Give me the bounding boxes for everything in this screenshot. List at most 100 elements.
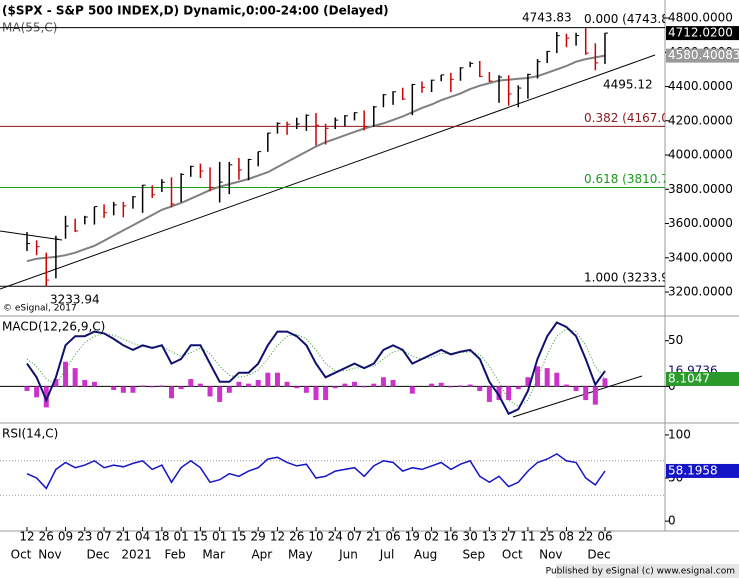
histogram-bar bbox=[43, 386, 49, 408]
y-tick-label: 3400.0000 bbox=[668, 250, 733, 264]
x-tick-label: 26 bbox=[289, 530, 304, 544]
x-tick-label: 13 bbox=[482, 530, 497, 544]
histogram-bar bbox=[390, 380, 396, 387]
y-tick-label: 100 bbox=[668, 427, 691, 441]
histogram-bar bbox=[120, 386, 126, 393]
y-tick-label: 4000.0000 bbox=[668, 148, 733, 162]
x-tick-label: 15 bbox=[193, 530, 208, 544]
x-tick-label: 29 bbox=[251, 530, 266, 544]
trendline bbox=[512, 375, 643, 418]
histogram-bar bbox=[592, 386, 598, 405]
x-tick-label: 25 bbox=[540, 530, 555, 544]
histogram-bar bbox=[217, 386, 223, 402]
histogram-bar bbox=[486, 386, 492, 402]
histogram-bar bbox=[371, 383, 377, 387]
footer: Published by eSignal (c) www.esignal.com bbox=[546, 567, 735, 577]
x-month-label: Dec bbox=[587, 548, 610, 562]
value-tag: 8.1047 bbox=[668, 371, 710, 385]
histogram-bar bbox=[284, 381, 290, 387]
fib-level-label: 0.382 (4167.05) bbox=[584, 111, 681, 125]
fib-level-label: 0.000 (4743.83) bbox=[584, 12, 681, 26]
x-tick-label: 02 bbox=[424, 530, 439, 544]
copyright: © eSignal, 2017 bbox=[3, 304, 77, 314]
x-tick-label: 01 bbox=[212, 530, 227, 544]
x-tick-label: 21 bbox=[116, 530, 131, 544]
y-tick-label: 4400.0000 bbox=[668, 79, 733, 93]
histogram-bar bbox=[506, 386, 512, 401]
macd-title: MACD(12,26,9,C) bbox=[2, 320, 105, 334]
x-tick-label: 01 bbox=[173, 530, 188, 544]
y-tick-label: 4200.0000 bbox=[668, 113, 733, 127]
histogram-bar bbox=[332, 386, 338, 389]
histogram-bar bbox=[448, 386, 454, 388]
histogram-bar bbox=[525, 377, 531, 387]
chart-title: ($SPX - S&P 500 INDEX,D) Dynamic,0:00-24… bbox=[2, 4, 389, 18]
y-tick-label: 4800.0000 bbox=[668, 11, 733, 25]
y-tick-label: 50 bbox=[668, 333, 683, 347]
x-month-label: May bbox=[288, 548, 313, 562]
x-tick-label: 27 bbox=[501, 530, 516, 544]
value-tag: 4712.0200 bbox=[668, 26, 733, 40]
histogram-bar bbox=[111, 386, 117, 391]
x-tick-label: 09 bbox=[58, 530, 73, 544]
histogram-bar bbox=[457, 385, 463, 387]
x-tick-label: 16 bbox=[443, 530, 458, 544]
histogram-bar bbox=[438, 382, 444, 387]
x-tick-label: 12 bbox=[19, 530, 34, 544]
histogram-bar bbox=[342, 383, 348, 387]
value-tag: 58.1958 bbox=[668, 463, 718, 477]
histogram-bar bbox=[72, 368, 78, 387]
value-tag: 4580.40083 bbox=[668, 48, 739, 62]
histogram-bar bbox=[159, 385, 165, 387]
histogram-bar bbox=[477, 386, 483, 391]
value-tag-box bbox=[666, 48, 739, 63]
histogram-bar bbox=[178, 386, 184, 390]
histogram-bar bbox=[82, 380, 88, 387]
x-month-label: Oct bbox=[11, 548, 32, 562]
histogram-bar bbox=[535, 366, 541, 387]
histogram-bar bbox=[207, 386, 213, 397]
trendline bbox=[0, 230, 63, 241]
histogram-bar bbox=[515, 386, 521, 390]
x-tick-label: 12 bbox=[270, 530, 285, 544]
histogram-bar bbox=[602, 378, 608, 387]
x-month-label: Jun bbox=[338, 548, 358, 562]
histogram-bar bbox=[303, 386, 309, 393]
histogram-bar bbox=[197, 383, 203, 387]
x-tick-label: 24 bbox=[328, 530, 343, 544]
histogram-bar bbox=[130, 386, 136, 393]
histogram-bar bbox=[409, 386, 415, 394]
x-month-label: Jul bbox=[379, 548, 394, 562]
histogram-bar bbox=[24, 386, 30, 391]
x-tick-label: 22 bbox=[578, 530, 593, 544]
histogram-bar bbox=[53, 379, 59, 387]
price-annotation: 4743.83 bbox=[522, 11, 572, 25]
histogram-bar bbox=[63, 361, 69, 387]
histogram-bar bbox=[265, 372, 271, 387]
x-tick-label: 23 bbox=[77, 530, 92, 544]
x-month-label: Nov bbox=[539, 548, 562, 562]
x-month-label: 2021 bbox=[121, 548, 152, 562]
histogram-bar bbox=[168, 386, 174, 399]
histogram-bar bbox=[34, 386, 40, 398]
histogram-bar bbox=[91, 381, 97, 387]
x-month-label: Sep bbox=[462, 548, 485, 562]
x-month-label: Dec bbox=[86, 548, 109, 562]
histogram-bar bbox=[255, 380, 261, 387]
x-tick-label: 07 bbox=[96, 530, 111, 544]
histogram-bar bbox=[236, 381, 242, 387]
footer-box bbox=[556, 564, 739, 578]
histogram-bar bbox=[294, 386, 300, 389]
x-tick-label: 26 bbox=[39, 530, 54, 544]
x-month-label: Apr bbox=[251, 548, 272, 562]
histogram-bar bbox=[496, 386, 502, 401]
trendline bbox=[0, 54, 656, 290]
x-month-label: Aug bbox=[414, 548, 437, 562]
macd-line bbox=[26, 321, 606, 416]
x-tick-label: 21 bbox=[366, 530, 381, 544]
histogram-bar bbox=[352, 381, 358, 387]
y-tick-label: 3600.0000 bbox=[668, 216, 733, 230]
histogram-bar bbox=[467, 384, 473, 387]
